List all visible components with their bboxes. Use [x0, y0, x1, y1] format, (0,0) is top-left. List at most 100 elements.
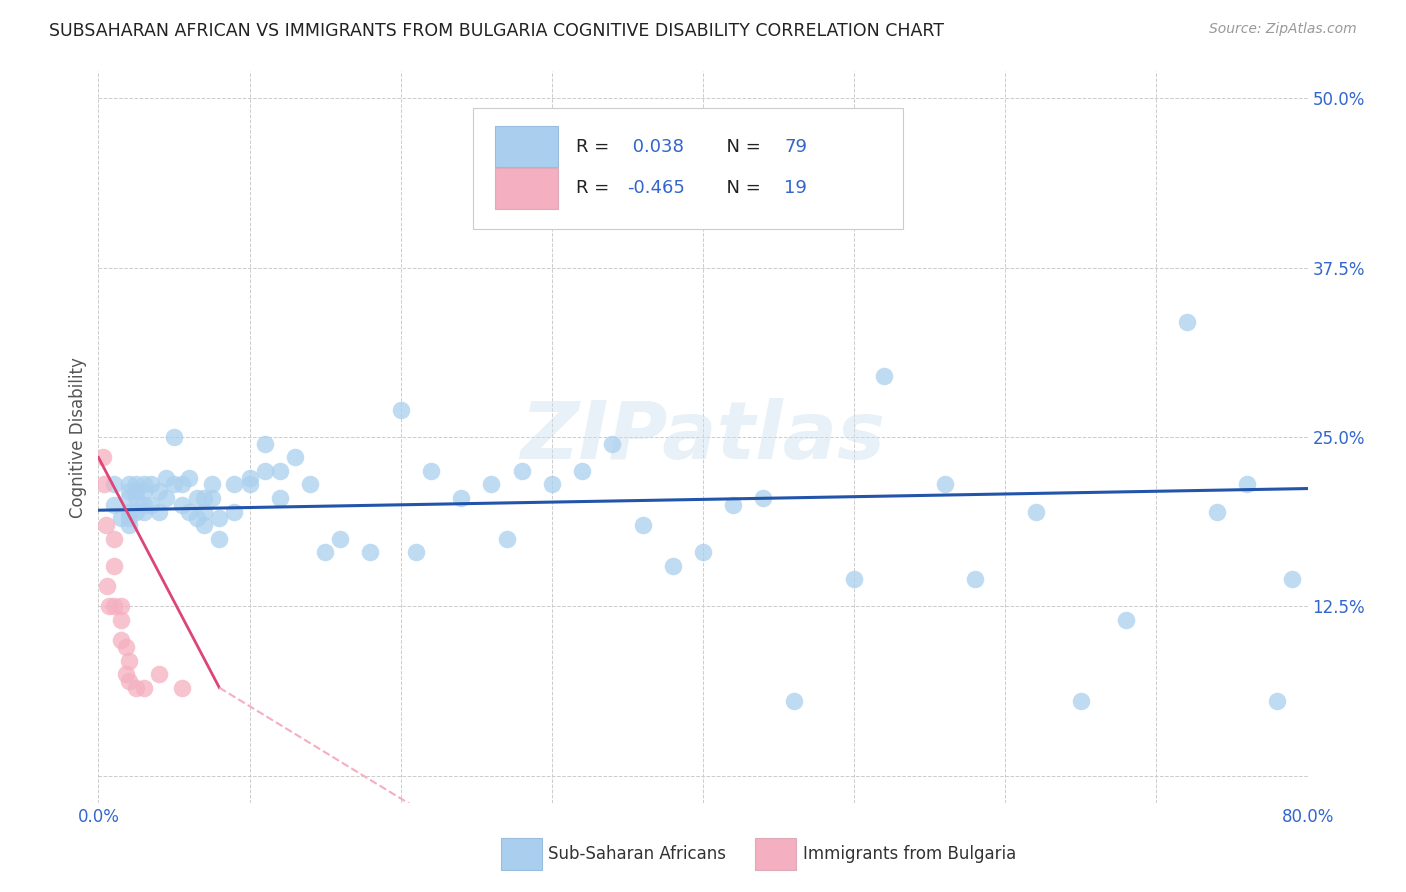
- Text: 79: 79: [785, 137, 807, 156]
- Point: [631, 518, 654, 533]
- Text: R =: R =: [576, 179, 614, 197]
- Point: [110, 633, 132, 648]
- Point: [193, 491, 215, 505]
- Point: [269, 491, 291, 505]
- Point: [118, 491, 141, 505]
- Point: [125, 681, 148, 695]
- Point: [239, 471, 262, 485]
- Point: [934, 477, 956, 491]
- Point: [1024, 505, 1046, 519]
- Point: [125, 505, 148, 519]
- Point: [141, 477, 163, 491]
- Point: [510, 464, 533, 478]
- Point: [103, 477, 125, 491]
- Point: [269, 464, 291, 478]
- Point: [239, 477, 262, 491]
- Point: [253, 464, 276, 478]
- Point: [110, 599, 132, 614]
- FancyBboxPatch shape: [501, 838, 543, 870]
- Point: [540, 477, 562, 491]
- Point: [299, 477, 322, 491]
- Point: [148, 505, 170, 519]
- Point: [118, 484, 141, 499]
- Point: [132, 505, 155, 519]
- Point: [1236, 477, 1258, 491]
- Point: [253, 437, 276, 451]
- Point: [94, 518, 117, 533]
- Point: [186, 491, 208, 505]
- Text: 19: 19: [785, 179, 807, 197]
- Point: [132, 498, 155, 512]
- Point: [661, 558, 683, 573]
- Point: [163, 430, 186, 444]
- Point: [155, 471, 177, 485]
- Point: [752, 491, 775, 505]
- Point: [1175, 315, 1198, 329]
- Text: N =: N =: [716, 137, 766, 156]
- Point: [170, 477, 193, 491]
- Point: [132, 681, 155, 695]
- Point: [692, 545, 714, 559]
- Point: [1115, 613, 1137, 627]
- Point: [155, 491, 177, 505]
- Point: [224, 477, 246, 491]
- Point: [193, 505, 215, 519]
- Point: [163, 477, 186, 491]
- Y-axis label: Cognitive Disability: Cognitive Disability: [69, 357, 87, 517]
- Point: [208, 511, 231, 525]
- Point: [103, 532, 125, 546]
- Point: [179, 505, 201, 519]
- Point: [110, 613, 132, 627]
- Point: [201, 477, 224, 491]
- Point: [179, 471, 201, 485]
- Point: [420, 464, 443, 478]
- Point: [873, 369, 896, 384]
- Point: [103, 599, 125, 614]
- FancyBboxPatch shape: [474, 108, 903, 228]
- Point: [783, 694, 806, 708]
- Point: [186, 511, 208, 525]
- Text: -0.465: -0.465: [627, 179, 685, 197]
- Point: [148, 667, 170, 681]
- Point: [125, 484, 148, 499]
- Point: [314, 545, 336, 559]
- Point: [1070, 694, 1092, 708]
- Text: ZIPatlas: ZIPatlas: [520, 398, 886, 476]
- Point: [96, 579, 118, 593]
- FancyBboxPatch shape: [755, 838, 796, 870]
- Point: [481, 477, 503, 491]
- Point: [114, 640, 136, 654]
- Point: [723, 498, 745, 512]
- Point: [1281, 572, 1303, 586]
- Point: [141, 498, 163, 512]
- Text: 0.038: 0.038: [627, 137, 683, 156]
- Text: R =: R =: [576, 137, 614, 156]
- Point: [132, 477, 155, 491]
- Point: [91, 450, 114, 465]
- Point: [170, 681, 193, 695]
- Text: Immigrants from Bulgaria: Immigrants from Bulgaria: [803, 845, 1017, 863]
- Point: [208, 532, 231, 546]
- Point: [284, 450, 307, 465]
- Point: [118, 518, 141, 533]
- Point: [193, 518, 215, 533]
- Text: N =: N =: [716, 179, 766, 197]
- Point: [114, 667, 136, 681]
- Point: [201, 491, 224, 505]
- Point: [118, 505, 141, 519]
- Point: [1206, 505, 1229, 519]
- Point: [389, 403, 412, 417]
- Point: [170, 498, 193, 512]
- Point: [93, 477, 115, 491]
- Text: SUBSAHARAN AFRICAN VS IMMIGRANTS FROM BULGARIA COGNITIVE DISABILITY CORRELATION : SUBSAHARAN AFRICAN VS IMMIGRANTS FROM BU…: [49, 22, 945, 40]
- Point: [110, 511, 132, 525]
- Point: [965, 572, 987, 586]
- Point: [98, 599, 121, 614]
- Point: [450, 491, 472, 505]
- Point: [602, 437, 624, 451]
- Point: [118, 673, 141, 688]
- Point: [224, 505, 246, 519]
- Point: [125, 491, 148, 505]
- Point: [495, 532, 517, 546]
- Point: [148, 484, 170, 499]
